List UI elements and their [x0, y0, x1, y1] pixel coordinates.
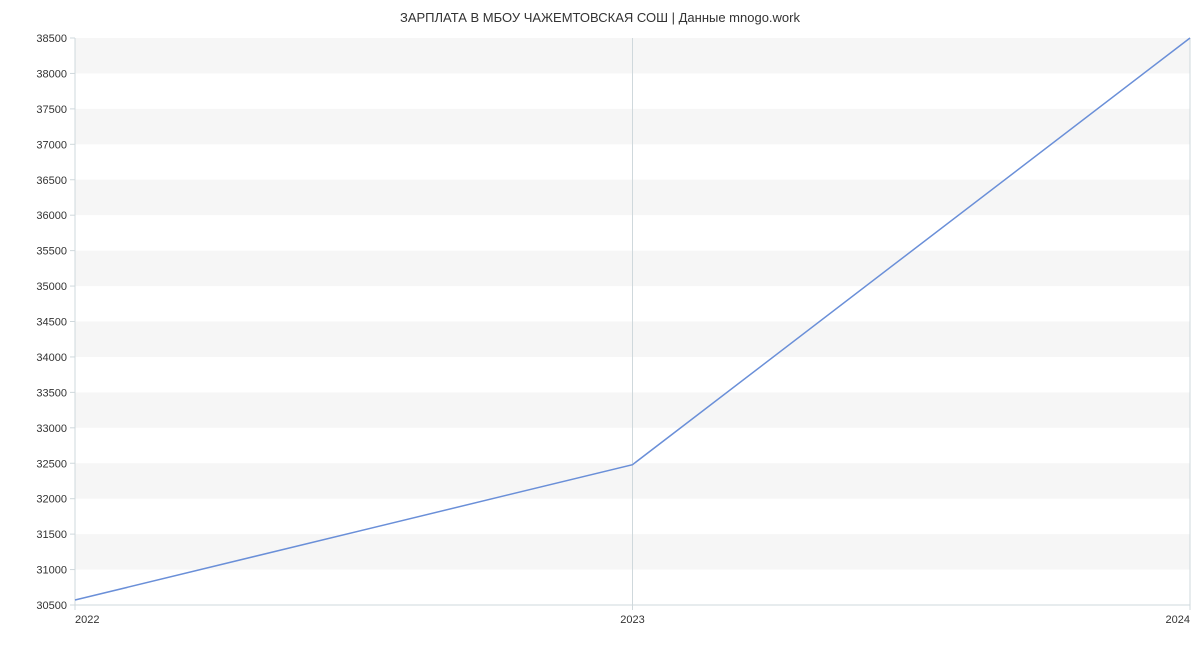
y-tick-label: 30500 [36, 600, 67, 612]
salary-line-chart: ЗАРПЛАТА В МБОУ ЧАЖЕМТОВСКАЯ СОШ | Данны… [0, 0, 1200, 650]
y-tick-label: 36500 [36, 175, 67, 187]
y-tick-label: 38000 [36, 68, 67, 80]
y-tick-label: 32500 [36, 458, 67, 470]
y-tick-label: 38500 [36, 33, 67, 45]
y-tick-label: 35500 [36, 246, 67, 258]
y-tick-label: 31000 [36, 565, 67, 577]
chart-svg: 30500 31000 31500 32000 32500 33000 33500 34000… [0, 0, 1200, 650]
y-tick-label: 36000 [36, 210, 67, 222]
y-tick-label: 35000 [36, 281, 67, 293]
x-tick-label: 2023 [620, 614, 644, 626]
y-tick-label: 33000 [36, 423, 67, 435]
y-tick-label: 34000 [36, 352, 67, 364]
y-tick-label: 31500 [36, 529, 67, 541]
y-tick-label: 34500 [36, 317, 67, 329]
x-tick-label: 2024 [1166, 614, 1190, 626]
y-tick-label: 32000 [36, 494, 67, 506]
y-tick-label: 37000 [36, 139, 67, 151]
y-tick-label: 33500 [36, 387, 67, 399]
y-tick-label: 37500 [36, 104, 67, 116]
x-tick-label: 2022 [75, 614, 99, 626]
